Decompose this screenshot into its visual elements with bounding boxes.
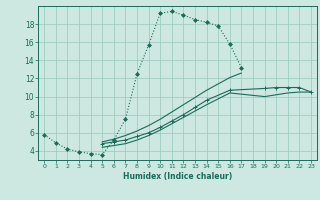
X-axis label: Humidex (Indice chaleur): Humidex (Indice chaleur) bbox=[123, 172, 232, 181]
